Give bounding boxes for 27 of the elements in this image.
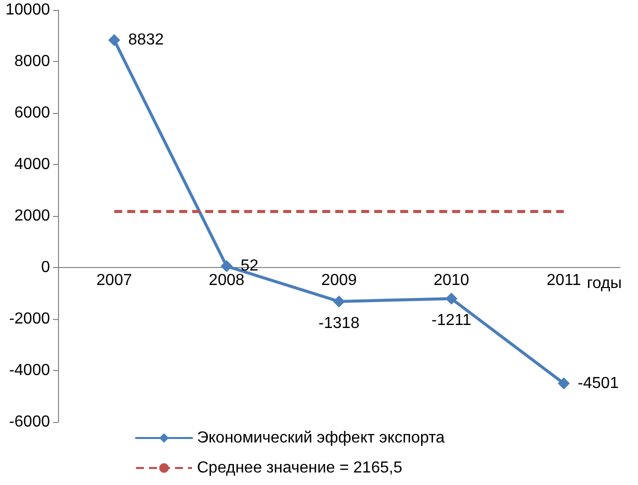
point [108, 34, 120, 46]
data-label: -1211 [432, 312, 472, 330]
x-tick-label: 2007 [96, 272, 132, 289]
x-tick-label: 2009 [321, 272, 357, 289]
y-tick-label: 8000 [14, 53, 50, 70]
legend-label: Среднее значение = 2165,5 [197, 460, 402, 476]
y-tick-label: 2000 [14, 208, 50, 224]
y-tick-label: -2000 [9, 310, 50, 328]
point [333, 295, 345, 308]
y-tick-label: 10000 [6, 2, 50, 18]
x-tick-label: 2008 [208, 272, 244, 289]
data-label: 52 [240, 258, 258, 275]
point [558, 377, 570, 390]
x-tick-label: 2010 [434, 272, 470, 289]
data-label: 8832 [128, 32, 164, 49]
legend-label: Экономический эффект экспорта [197, 430, 445, 446]
y-tick-label: 0 [41, 259, 50, 276]
y-tick-label: -6000 [9, 414, 50, 430]
x-tick-label: 2011 [546, 272, 582, 289]
data-label: -4501 [578, 374, 619, 392]
point [220, 260, 233, 272]
data-label: -1318 [318, 314, 360, 332]
y-tick-label: -4000 [9, 362, 50, 379]
point [445, 292, 458, 305]
x-axis-title: годы [586, 275, 622, 292]
y-tick-label: 6000 [14, 104, 50, 122]
y-tick-label: 4000 [14, 156, 50, 173]
